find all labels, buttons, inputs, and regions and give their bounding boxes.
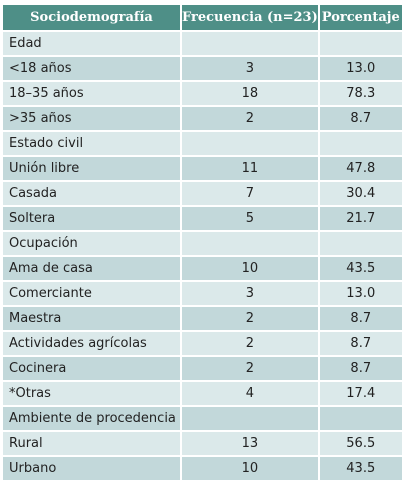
table-row: >35 años 2 8.7 <box>3 107 402 130</box>
row-frecuencia: 2 <box>182 332 318 355</box>
row-porcentaje <box>319 32 402 55</box>
row-frecuencia: 2 <box>182 307 318 330</box>
table-row: Comerciante 3 13.0 <box>3 282 402 305</box>
table-body: Edad <18 años 3 13.0 18–35 años 18 78.3 >35 año… <box>3 32 402 480</box>
row-label: Actividades agrícolas <box>3 332 180 355</box>
row-label: Cocinera <box>3 357 180 380</box>
row-porcentaje: 13.0 <box>319 57 402 80</box>
row-frecuencia: 10 <box>182 257 318 280</box>
row-frecuencia <box>182 232 318 255</box>
table-row: Cocinera 2 8.7 <box>3 357 402 380</box>
row-porcentaje: 56.5 <box>319 432 402 455</box>
row-frecuencia: 3 <box>182 57 318 80</box>
header-porcentaje: Porcentaje <box>319 5 402 30</box>
table-row: Estado civil <box>3 132 402 155</box>
row-frecuencia <box>182 32 318 55</box>
row-porcentaje: 13.0 <box>319 282 402 305</box>
row-porcentaje: 8.7 <box>319 357 402 380</box>
row-porcentaje: 78.3 <box>319 82 402 105</box>
row-frecuencia: 13 <box>182 432 318 455</box>
table-row: Soltera 5 21.7 <box>3 207 402 230</box>
row-porcentaje <box>319 232 402 255</box>
table-row: Ocupación <box>3 232 402 255</box>
row-label: 18–35 años <box>3 82 180 105</box>
row-porcentaje: 8.7 <box>319 307 402 330</box>
row-frecuencia: 18 <box>182 82 318 105</box>
row-label: Maestra <box>3 307 180 330</box>
row-porcentaje: 30.4 <box>319 182 402 205</box>
row-frecuencia: 10 <box>182 457 318 480</box>
row-frecuencia: 5 <box>182 207 318 230</box>
row-label: Estado civil <box>3 132 180 155</box>
row-porcentaje: 47.8 <box>319 157 402 180</box>
table-row: Casada 7 30.4 <box>3 182 402 205</box>
row-frecuencia: 11 <box>182 157 318 180</box>
table-row: Ambiente de procedencia <box>3 407 402 430</box>
row-porcentaje: 21.7 <box>319 207 402 230</box>
row-label: Rural <box>3 432 180 455</box>
table-row: <18 años 3 13.0 <box>3 57 402 80</box>
header-sociodemografia: Sociodemografía <box>3 5 180 30</box>
row-label: Ambiente de procedencia <box>3 407 180 430</box>
row-porcentaje: 8.7 <box>319 332 402 355</box>
table-row: 18–35 años 18 78.3 <box>3 82 402 105</box>
row-frecuencia: 3 <box>182 282 318 305</box>
table-row: Actividades agrícolas 2 8.7 <box>3 332 402 355</box>
row-frecuencia: 2 <box>182 357 318 380</box>
table-row: Edad <box>3 32 402 55</box>
row-label: Ocupación <box>3 232 180 255</box>
table-row: *Otras 4 17.4 <box>3 382 402 405</box>
row-label: Ama de casa <box>3 257 180 280</box>
row-frecuencia: 7 <box>182 182 318 205</box>
row-label: Casada <box>3 182 180 205</box>
table-row: Ama de casa 10 43.5 <box>3 257 402 280</box>
row-label: Urbano <box>3 457 180 480</box>
row-label: Unión libre <box>3 157 180 180</box>
row-porcentaje: 43.5 <box>319 457 402 480</box>
row-label: *Otras <box>3 382 180 405</box>
header-row: Sociodemografía Frecuencia (n=23) Porcen… <box>3 5 402 30</box>
row-porcentaje: 43.5 <box>319 257 402 280</box>
row-frecuencia: 4 <box>182 382 318 405</box>
row-frecuencia <box>182 407 318 430</box>
table-row: Unión libre 11 47.8 <box>3 157 402 180</box>
row-label: Soltera <box>3 207 180 230</box>
table-row: Urbano 10 43.5 <box>3 457 402 480</box>
row-porcentaje <box>319 407 402 430</box>
row-label: >35 años <box>3 107 180 130</box>
row-frecuencia <box>182 132 318 155</box>
sociodemographic-table: Sociodemografía Frecuencia (n=23) Porcen… <box>1 3 404 482</box>
row-label: <18 años <box>3 57 180 80</box>
row-label: Comerciante <box>3 282 180 305</box>
table-row: Maestra 2 8.7 <box>3 307 402 330</box>
row-porcentaje: 17.4 <box>319 382 402 405</box>
row-porcentaje <box>319 132 402 155</box>
row-porcentaje: 8.7 <box>319 107 402 130</box>
row-frecuencia: 2 <box>182 107 318 130</box>
table-row: Rural 13 56.5 <box>3 432 402 455</box>
header-frecuencia: Frecuencia (n=23) <box>182 5 318 30</box>
row-label: Edad <box>3 32 180 55</box>
